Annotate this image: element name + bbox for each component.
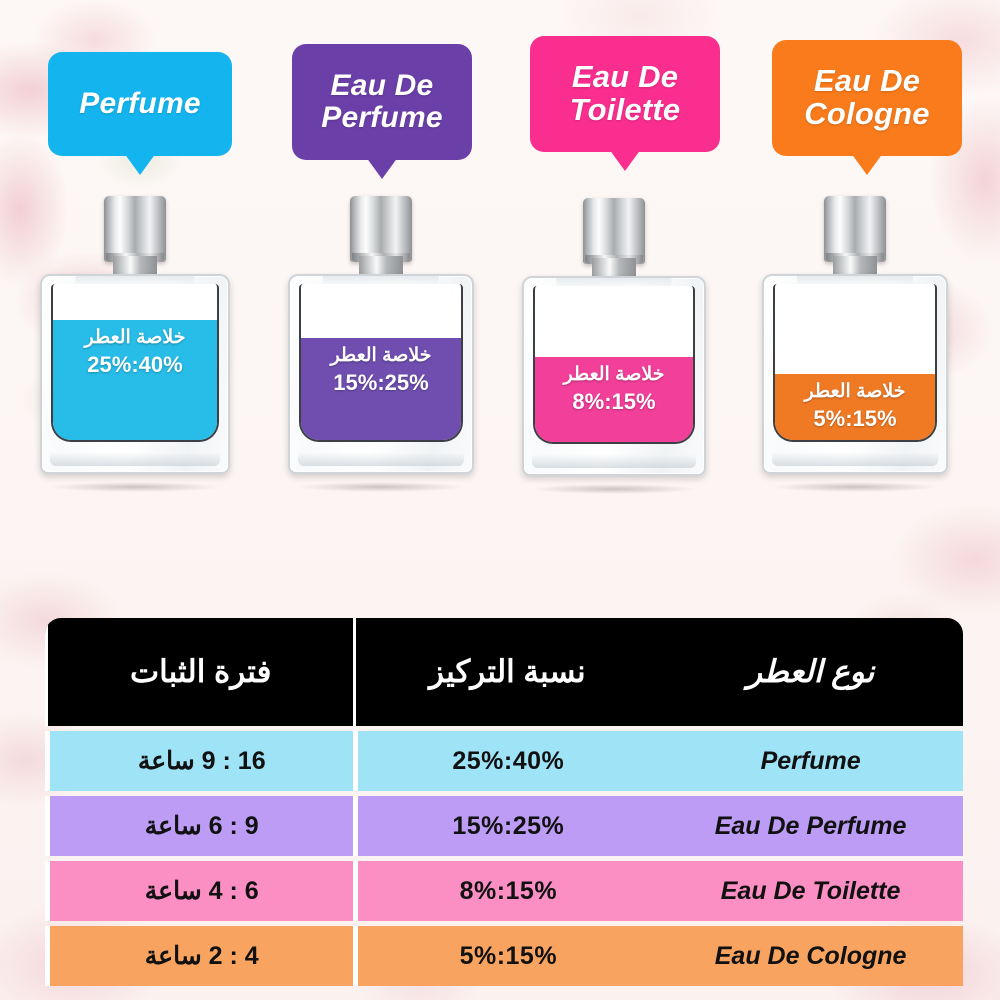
perfume-bottle-perfume: ماء كحول خلاصة العطر 25%:40% xyxy=(40,196,230,492)
cell-duration: 4 : 2 ساعة xyxy=(45,926,354,986)
cell-type: Eau De Perfume xyxy=(658,796,963,856)
bubble-tail xyxy=(124,153,156,175)
cell-duration: 6 : 4 ساعة xyxy=(45,861,354,921)
header-duration: فترة الثبات xyxy=(45,618,353,726)
bottle-base-highlight xyxy=(298,452,464,466)
bubble-tail xyxy=(366,157,398,179)
table-row: 9 : 6 ساعة 15%:25% Eau De Perfume xyxy=(45,796,963,856)
bottle-shadow xyxy=(51,482,219,492)
perfume-bottle-eau-de-cologne: ماء كحول خلاصة العطر 5%:15% xyxy=(762,196,948,492)
bottle-shadow xyxy=(533,484,695,494)
label-bubble-eau-de-perfume: Eau De Perfume xyxy=(292,44,472,179)
bubble-tail xyxy=(851,153,883,175)
liquid-fill: خلاصة العطر 25%:40% xyxy=(53,320,217,440)
bubble-text-line2: Cologne xyxy=(804,96,930,131)
bubble-text: Eau De Cologne xyxy=(804,63,930,131)
label-bubble-eau-de-cologne: Eau De Cologne xyxy=(772,40,962,175)
bubble-text: Eau De Perfume xyxy=(321,70,442,134)
cell-concentration: 25%:40% xyxy=(353,731,659,791)
essence-label: خلاصة العطر xyxy=(804,381,906,402)
bubble-text-line1: Eau De xyxy=(813,63,921,99)
essence-label: خلاصة العطر xyxy=(84,327,186,348)
table-row: 6 : 4 ساعة 8%:15% Eau De Toilette xyxy=(45,861,963,921)
percent-label: 5%:15% xyxy=(813,406,897,431)
percent-label: 15%:25% xyxy=(333,370,429,395)
bottle-base-highlight xyxy=(50,452,220,466)
bottle-base-highlight xyxy=(532,454,696,468)
bottle-body: ماء كحول خلاصة العطر 25%:40% xyxy=(40,274,230,474)
bubble-text-line1: Eau De xyxy=(571,59,679,95)
percent-label: 8%:15% xyxy=(572,389,656,414)
bottle-inner: خلاصة العطر 5%:15% xyxy=(773,284,937,442)
bubble-tail xyxy=(609,149,641,171)
bottle-shoulder xyxy=(322,276,440,287)
bubble-text-line2: Toilette xyxy=(569,92,681,127)
bottle-body: ماء كحول خلاصة العطر 8%:15% xyxy=(522,276,706,476)
bottle-body: ماء كحول خلاصة العطر 5%:15% xyxy=(762,274,948,474)
essence-label: خلاصة العطر xyxy=(330,345,432,366)
cell-concentration: 8%:15% xyxy=(353,861,659,921)
cell-duration: 9 : 6 ساعة xyxy=(45,796,354,856)
table-row: 4 : 2 ساعة 5%:15% Eau De Cologne xyxy=(45,926,963,986)
label-bubble-perfume: Perfume xyxy=(48,52,232,175)
liquid-fill: خلاصة العطر 5%:15% xyxy=(775,374,935,440)
bottle-shadow xyxy=(299,482,463,492)
cell-duration: 16 : 9 ساعة xyxy=(45,731,354,791)
bubble-text: Eau De Toilette xyxy=(569,59,681,127)
bottle-body: ماء كحول خلاصة العطر 15%:25% xyxy=(288,274,474,474)
bubble-text-line1: Eau De xyxy=(330,69,434,103)
header-type: نوع العطر xyxy=(746,654,875,689)
bottle-cap xyxy=(104,196,166,262)
cell-type: Perfume xyxy=(658,731,963,791)
cell-concentration: 5%:15% xyxy=(353,926,659,986)
bottle-shoulder xyxy=(556,278,672,289)
liquid-fill: خلاصة العطر 8%:15% xyxy=(535,357,693,442)
bottle-cap xyxy=(583,198,645,264)
liquid-fill: خلاصة العطر 15%:25% xyxy=(301,338,461,440)
bottle-shadow xyxy=(773,482,937,492)
cell-type: Eau De Cologne xyxy=(658,926,963,986)
bubble-text-line2: Perfume xyxy=(321,101,443,134)
header-concentration: نسبة التركيز xyxy=(353,618,658,726)
bottle-inner: خلاصة العطر 25%:40% xyxy=(51,284,219,442)
perfume-bottle-eau-de-perfume: ماء كحول خلاصة العطر 15%:25% xyxy=(288,196,474,492)
table-row: 16 : 9 ساعة 25%:40% Perfume xyxy=(45,731,963,791)
bottle-inner: خلاصة العطر 8%:15% xyxy=(533,286,695,444)
cell-concentration: 15%:25% xyxy=(353,796,659,856)
bottle-cap xyxy=(350,196,412,262)
bubble-text-line1: Perfume xyxy=(79,87,201,121)
table-header-row: فترة الثبات نسبة التركيز نوع العطر xyxy=(45,618,963,726)
percent-label: 25%:40% xyxy=(87,352,183,377)
bottle-inner: خلاصة العطر 15%:25% xyxy=(299,284,463,442)
essence-label: خلاصة العطر xyxy=(563,364,665,385)
bottle-shoulder xyxy=(75,276,195,287)
comparison-table: فترة الثبات نسبة التركيز نوع العطر 16 : … xyxy=(45,618,963,986)
perfume-bottle-eau-de-toilette: ماء كحول خلاصة العطر 8%:15% xyxy=(522,198,706,494)
cell-type: Eau De Toilette xyxy=(658,861,963,921)
label-bubble-eau-de-toilette: Eau De Toilette xyxy=(530,36,720,171)
bottle-cap xyxy=(824,196,886,262)
bottle-base-highlight xyxy=(772,452,938,466)
bottle-shoulder xyxy=(796,276,914,287)
